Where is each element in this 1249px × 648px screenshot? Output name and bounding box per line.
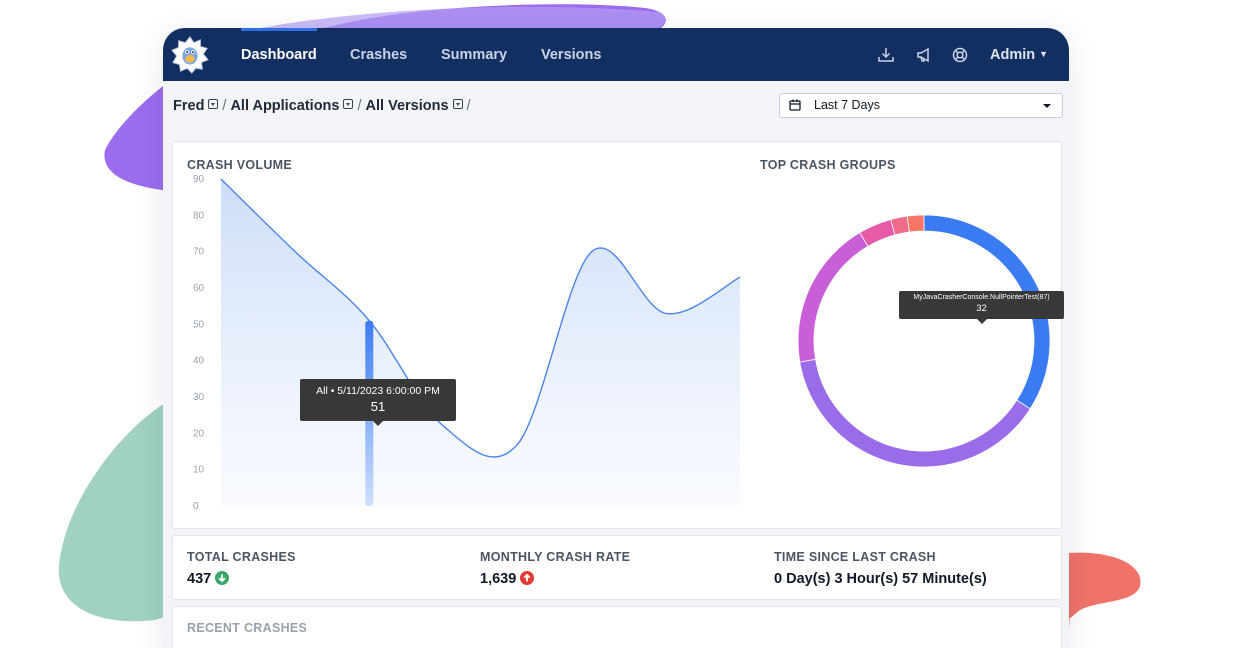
app-window: Dashboard Crashes Summary Versions Admin… bbox=[163, 28, 1069, 648]
y-tick-label: 0 bbox=[193, 501, 199, 512]
y-tick-label: 80 bbox=[193, 210, 205, 221]
y-tick-label: 20 bbox=[193, 428, 205, 439]
dropdown-caret-icon[interactable] bbox=[343, 99, 354, 109]
breadcrumb-versions[interactable]: All Versions bbox=[365, 98, 449, 114]
crash-volume-tooltip: All • 5/11/2023 6:00:00 PM 51 bbox=[300, 379, 456, 426]
recent-crashes-title: RECENT CRASHES bbox=[187, 621, 308, 635]
donut-slice[interactable] bbox=[906, 214, 925, 233]
time-since-last-crash-label: TIME SINCE LAST CRASH bbox=[774, 550, 936, 564]
recent-crashes-card: RECENT CRASHES bbox=[172, 606, 1062, 648]
date-range-value: Last 7 Days bbox=[814, 98, 881, 112]
charts-card: CRASH VOLUME TOP CRASH GROUPS 0 10 20 30 40 5… bbox=[172, 141, 1064, 529]
monthly-crash-rate-number: 1,639 bbox=[480, 571, 517, 587]
trend-up-icon bbox=[520, 571, 535, 585]
tab-versions[interactable]: Versions bbox=[541, 47, 602, 63]
breadcrumb-separator: / bbox=[466, 98, 471, 114]
crash-group-tooltip: MyJavaCrasherConsole.NullPointerTest(87)… bbox=[899, 291, 1064, 324]
breadcrumb: Fred / All Applications / All Versions / bbox=[173, 98, 475, 114]
download-icon[interactable] bbox=[877, 46, 895, 64]
area-fill bbox=[221, 179, 740, 506]
total-crashes-value: 437 bbox=[187, 571, 230, 587]
admin-menu[interactable]: Admin ▼ bbox=[990, 28, 1048, 81]
data-point[interactable] bbox=[512, 438, 524, 450]
data-point[interactable] bbox=[215, 173, 227, 185]
tooltip-value: 51 bbox=[370, 399, 386, 414]
dropdown-caret-icon[interactable] bbox=[452, 99, 463, 109]
y-tick-label: 60 bbox=[193, 283, 205, 294]
green-blob bbox=[58, 400, 170, 622]
total-crashes-label: TOTAL CRASHES bbox=[187, 550, 296, 564]
y-tick-label: 50 bbox=[193, 319, 205, 330]
admin-label: Admin bbox=[990, 47, 1036, 63]
series-line bbox=[220, 178, 741, 458]
breadcrumb-applications[interactable]: All Applications bbox=[230, 98, 340, 114]
crash-volume-chart[interactable]: 0 10 20 30 40 50 60 70 80 90 bbox=[173, 142, 763, 528]
app-logo-icon[interactable] bbox=[171, 36, 209, 74]
y-tick-label: 90 bbox=[193, 174, 205, 185]
breadcrumb-separator: / bbox=[222, 98, 227, 114]
breadcrumb-org[interactable]: Fred bbox=[173, 98, 205, 114]
tooltip-value: 32 bbox=[976, 303, 987, 314]
data-point[interactable] bbox=[289, 246, 301, 258]
top-navbar: Dashboard Crashes Summary Versions Admin… bbox=[163, 28, 1069, 81]
y-tick-label: 30 bbox=[193, 392, 205, 403]
calendar-icon bbox=[789, 99, 801, 111]
tooltip-header: MyJavaCrasherConsole.NullPointerTest(87) bbox=[913, 294, 1050, 301]
data-point[interactable] bbox=[586, 246, 598, 258]
tab-dashboard[interactable]: Dashboard bbox=[241, 28, 317, 84]
data-point[interactable] bbox=[437, 420, 449, 432]
monthly-crash-rate-label: MONTHLY CRASH RATE bbox=[480, 550, 631, 564]
y-tick-label: 10 bbox=[193, 465, 205, 476]
y-tick-label: 70 bbox=[193, 247, 205, 258]
crash-volume-title: CRASH VOLUME bbox=[187, 158, 292, 172]
filter-bar: Fred / All Applications / All Versions / Last… bbox=[163, 81, 1069, 128]
tab-crashes[interactable]: Crashes bbox=[350, 47, 408, 63]
breadcrumb-separator: / bbox=[357, 98, 362, 114]
data-point[interactable] bbox=[734, 271, 746, 283]
chevron-down-icon bbox=[1043, 104, 1051, 108]
lifebuoy-icon[interactable] bbox=[951, 46, 969, 64]
date-range-select[interactable]: Last 7 Days bbox=[779, 93, 1063, 118]
top-crash-groups-title: TOP CRASH GROUPS bbox=[760, 158, 896, 172]
top-crash-groups-chart[interactable] bbox=[763, 142, 1061, 528]
tooltip-header: All • 5/11/2023 6:00:00 PM bbox=[316, 385, 440, 397]
megaphone-icon[interactable] bbox=[915, 46, 933, 64]
chevron-down-icon: ▼ bbox=[1039, 49, 1049, 59]
trend-down-icon bbox=[215, 571, 230, 585]
donut-slice[interactable] bbox=[797, 232, 869, 363]
tab-summary[interactable]: Summary bbox=[441, 47, 508, 63]
monthly-crash-rate-value: 1,639 bbox=[480, 571, 535, 587]
data-point[interactable] bbox=[660, 307, 672, 319]
stats-card: TOTAL CRASHES 437 MONTHLY CRASH RATE 1,6… bbox=[172, 535, 1062, 600]
y-tick-label: 40 bbox=[193, 356, 205, 367]
total-crashes-number: 437 bbox=[187, 571, 212, 587]
donut-slice[interactable] bbox=[799, 358, 1031, 468]
time-since-last-crash-value: 0 Day(s) 3 Hour(s) 57 Minute(s) bbox=[774, 571, 987, 587]
dropdown-caret-icon[interactable] bbox=[208, 99, 219, 109]
